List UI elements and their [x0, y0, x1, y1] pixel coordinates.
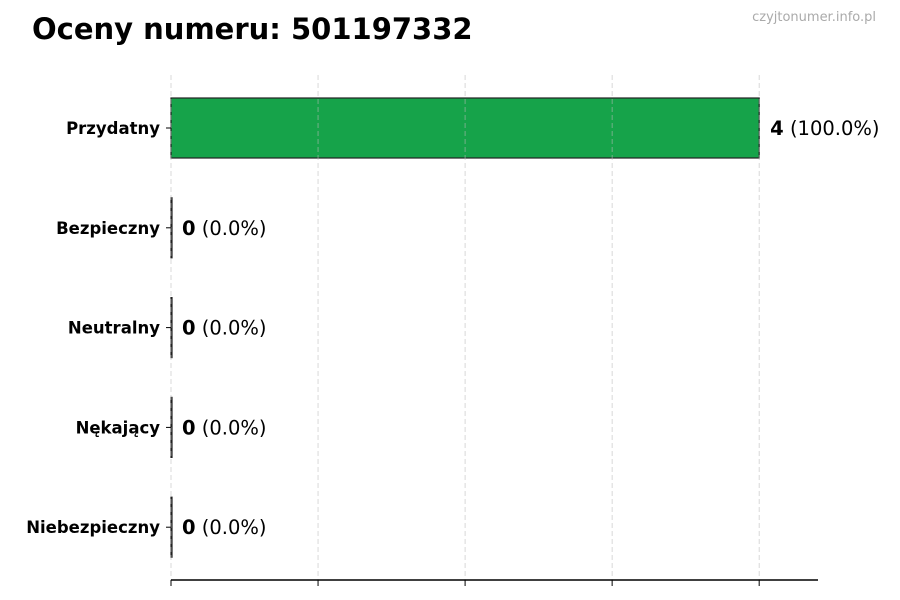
- watermark: czyjtonumer.info.pl: [752, 10, 876, 25]
- value-count: 0: [182, 516, 196, 539]
- category-label: Bezpieczny: [56, 219, 160, 238]
- category-label: Neutralny: [68, 319, 160, 338]
- value-percent: (0.0%): [196, 217, 267, 240]
- value-count: 0: [182, 317, 196, 340]
- value-percent: (0.0%): [196, 516, 267, 539]
- value-label: 0 (0.0%): [182, 217, 267, 240]
- value-label: 0 (0.0%): [182, 516, 267, 539]
- value-label: 4 (100.0%): [770, 117, 879, 140]
- value-percent: (100.0%): [784, 117, 880, 140]
- value-label: 0 (0.0%): [182, 416, 267, 439]
- value-count: 4: [770, 117, 784, 140]
- category-label: Niebezpieczny: [26, 518, 160, 537]
- chart-title: Oceny numeru: 501197332: [32, 12, 473, 46]
- category-label: Przydatny: [66, 119, 160, 138]
- value-count: 0: [182, 416, 196, 439]
- value-label: 0 (0.0%): [182, 317, 267, 340]
- value-count: 0: [182, 217, 196, 240]
- value-percent: (0.0%): [196, 416, 267, 439]
- category-label: Nękający: [76, 418, 161, 437]
- value-percent: (0.0%): [196, 317, 267, 340]
